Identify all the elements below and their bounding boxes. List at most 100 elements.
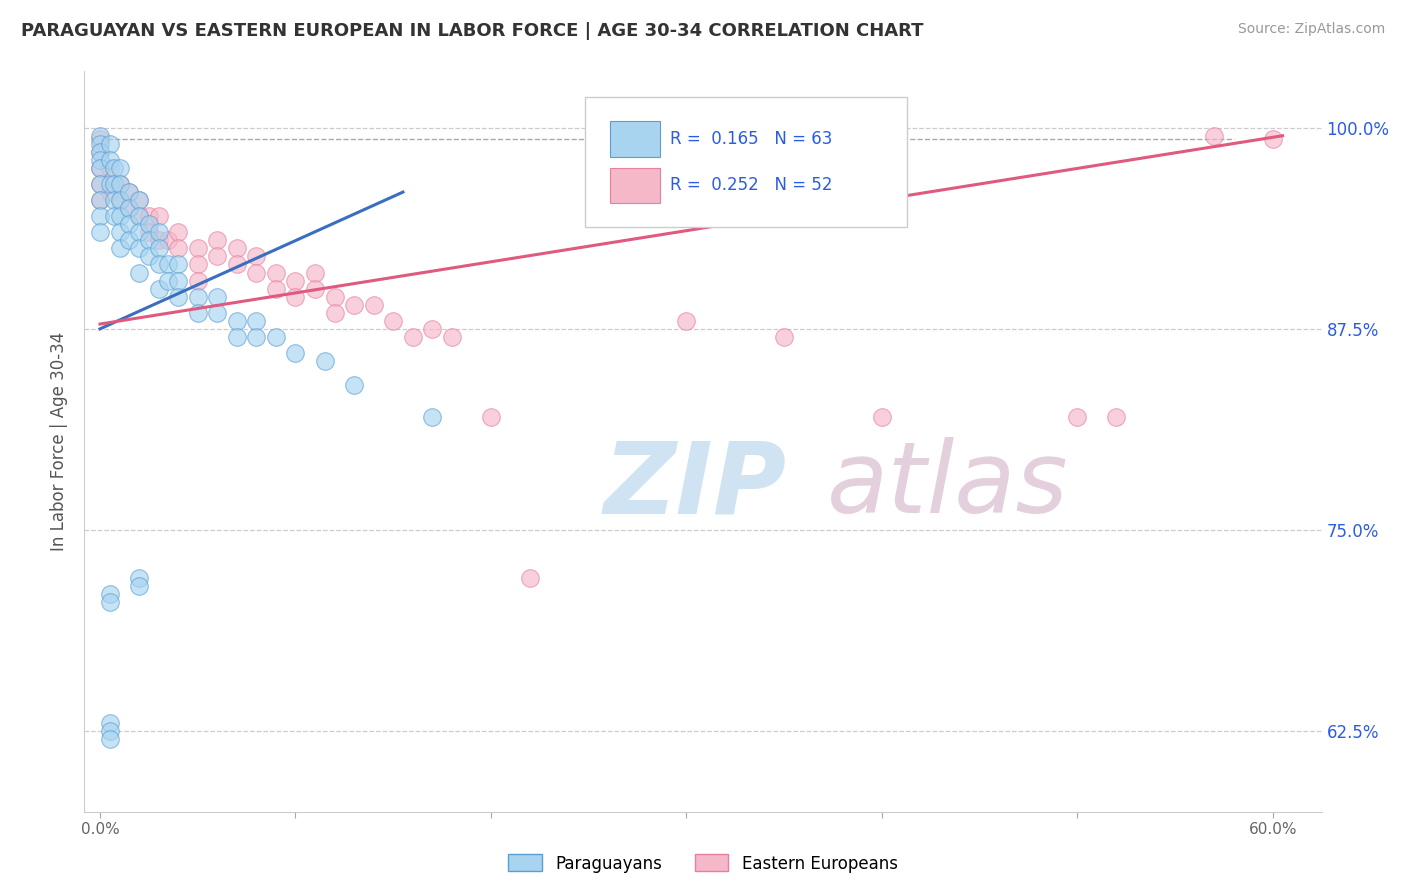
Point [118, 233, 141, 247]
Point [157, 274, 180, 288]
Point [128, 193, 150, 207]
Point [148, 241, 170, 255]
Point [148, 225, 170, 239]
Text: Source: ZipAtlas.com: Source: ZipAtlas.com [1237, 22, 1385, 37]
Point [98, 732, 121, 747]
Point [98, 153, 121, 167]
Point [108, 209, 131, 223]
Point [103, 161, 125, 175]
Point [98, 724, 121, 739]
Point [89, 161, 111, 175]
Point [89, 193, 111, 207]
Point [264, 330, 287, 344]
Y-axis label: In Labor Force | Age 30-34: In Labor Force | Age 30-34 [51, 332, 69, 551]
Point [284, 346, 307, 360]
Point [187, 241, 209, 255]
Point [103, 209, 125, 223]
Point [118, 185, 141, 199]
Point [138, 217, 160, 231]
Point [98, 185, 121, 199]
Point [207, 249, 229, 263]
Point [479, 410, 502, 425]
Point [167, 274, 190, 288]
Point [207, 290, 229, 304]
Point [187, 258, 209, 272]
Point [207, 233, 229, 247]
Point [363, 298, 385, 312]
Point [98, 595, 121, 609]
Text: R =  0.165   N = 63: R = 0.165 N = 63 [669, 129, 832, 148]
Point [187, 306, 209, 320]
Point [138, 233, 160, 247]
Point [225, 314, 247, 328]
Point [157, 258, 180, 272]
FancyBboxPatch shape [585, 97, 907, 227]
Point [343, 378, 366, 392]
Point [108, 193, 131, 207]
Point [98, 587, 121, 601]
Point [89, 209, 111, 223]
Point [284, 290, 307, 304]
Point [157, 233, 180, 247]
Point [207, 306, 229, 320]
Point [245, 330, 267, 344]
Point [138, 249, 160, 263]
Point [440, 330, 463, 344]
Bar [610, 168, 659, 203]
Point [98, 161, 121, 175]
Point [108, 161, 131, 175]
Point [382, 314, 405, 328]
Point [118, 185, 141, 199]
Point [98, 716, 121, 731]
Point [128, 579, 150, 593]
Point [420, 322, 443, 336]
Bar [610, 121, 659, 156]
Text: ZIP: ZIP [605, 437, 787, 534]
Point [103, 177, 125, 191]
Point [245, 314, 267, 328]
Point [402, 330, 425, 344]
Point [225, 330, 247, 344]
Point [138, 209, 160, 223]
Point [343, 298, 366, 312]
Point [128, 225, 150, 239]
Point [148, 233, 170, 247]
Point [89, 177, 111, 191]
Point [870, 410, 893, 425]
Point [89, 145, 111, 159]
Point [128, 209, 150, 223]
Point [1261, 132, 1284, 146]
Point [1105, 410, 1128, 425]
Point [1066, 410, 1088, 425]
Point [128, 241, 150, 255]
Point [264, 266, 287, 280]
Point [118, 217, 141, 231]
Legend: Paraguayans, Eastern Europeans: Paraguayans, Eastern Europeans [502, 847, 904, 880]
Point [118, 201, 141, 215]
Text: R =  0.252   N = 52: R = 0.252 N = 52 [669, 177, 832, 194]
Point [128, 266, 150, 280]
Point [148, 209, 170, 223]
Point [89, 177, 111, 191]
Point [519, 571, 541, 585]
Point [167, 241, 190, 255]
Point [148, 258, 170, 272]
Point [284, 274, 307, 288]
Point [264, 282, 287, 296]
Point [108, 225, 131, 239]
Point [420, 410, 443, 425]
Point [225, 258, 247, 272]
Point [304, 266, 326, 280]
Point [98, 136, 121, 151]
Point [89, 132, 111, 146]
Point [323, 306, 346, 320]
Point [128, 193, 150, 207]
Point [245, 249, 267, 263]
Point [89, 153, 111, 167]
Point [138, 225, 160, 239]
Point [98, 177, 121, 191]
Point [103, 193, 125, 207]
Point [108, 177, 131, 191]
Point [89, 161, 111, 175]
Point [245, 266, 267, 280]
